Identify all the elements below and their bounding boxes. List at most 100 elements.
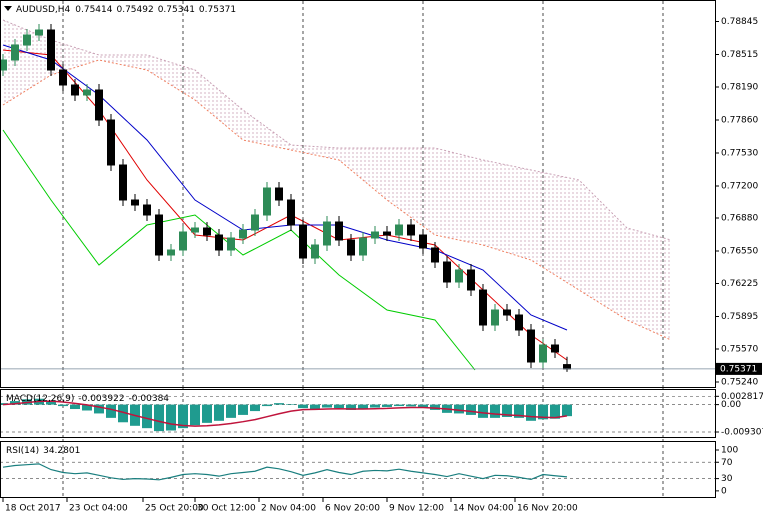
- y-tick-label: 0.76880: [721, 214, 758, 224]
- candle-body: [527, 329, 535, 363]
- x-tick-label: 2 Nov 04:00: [261, 504, 316, 514]
- x-tick-label: 16 Nov 20:00: [517, 504, 578, 514]
- macd-bar: [262, 404, 272, 407]
- y-tick-label: 0.75895: [721, 312, 758, 322]
- candle-body: [443, 261, 451, 283]
- candle-body: [251, 214, 259, 231]
- cloud-fill: [3, 20, 671, 340]
- rsi-line: [2, 463, 568, 481]
- candle-body: [167, 249, 175, 256]
- high-value: 0.75492: [116, 5, 153, 15]
- candle-body: [11, 44, 19, 61]
- macd-bar: [418, 404, 428, 408]
- macd-bar: [46, 401, 56, 405]
- macd-bar: [106, 404, 116, 418]
- y-tick-label: 0.78515: [721, 50, 758, 60]
- macd-bar: [298, 404, 308, 409]
- candle-body: [107, 119, 115, 166]
- candle-body: [311, 244, 319, 259]
- y-tick-label: 0.77530: [721, 149, 758, 159]
- x-tick-label: 25 Oct 20:00: [145, 504, 204, 514]
- macd-bar: [490, 404, 500, 418]
- macd-bar: [310, 404, 320, 410]
- candle-body: [227, 237, 235, 251]
- macd-bar: [526, 404, 536, 421]
- macd-bar: [538, 404, 548, 420]
- y-tick-label: 70: [721, 458, 733, 468]
- close-value: 0.75371: [199, 5, 236, 15]
- candle-body: [143, 204, 151, 216]
- candle-body: [299, 224, 307, 259]
- candle-body: [203, 227, 211, 236]
- candle-body: [455, 269, 463, 283]
- x-tick-label: 23 Oct 04:00: [69, 504, 128, 514]
- cloud-span: [2, 59, 672, 341]
- macd-value: -0.003922: [78, 394, 124, 404]
- candle-body: [395, 224, 403, 236]
- indicator-line: [2, 129, 476, 371]
- price-label-box: [716, 362, 762, 375]
- macd-bar: [82, 404, 92, 411]
- macd-bar: [142, 404, 152, 429]
- candle-body: [0, 59, 7, 71]
- signal-value: -0.00384: [129, 394, 170, 404]
- y-tick-label: 0.78190: [721, 83, 758, 93]
- rsi-panel-border: [0, 441, 716, 498]
- macd-bar: [514, 404, 524, 418]
- candle-body: [71, 84, 79, 96]
- macd-bar: [190, 404, 200, 426]
- candle-body: [479, 289, 487, 326]
- macd-bar: [202, 404, 212, 423]
- macd-bar: [430, 404, 440, 410]
- collapse-icon: [4, 6, 12, 11]
- candle-body: [155, 214, 163, 256]
- y-tick-label: 30: [721, 474, 733, 484]
- y-tick-label: 0.77200: [721, 182, 758, 192]
- candle-body: [263, 187, 271, 216]
- y-tick-label: 0.75240: [721, 378, 758, 388]
- macd-bar: [70, 404, 80, 410]
- candle-body: [95, 89, 103, 121]
- candle-body: [179, 231, 187, 251]
- x-tick-label: 6 Nov 20:00: [325, 504, 380, 514]
- candle-body: [287, 199, 295, 226]
- macd-bar: [466, 404, 476, 415]
- macd-bar: [394, 404, 404, 407]
- x-tick-label: 18 Oct 2017: [5, 504, 61, 514]
- candle-body: [467, 269, 475, 291]
- candle-body: [191, 227, 199, 233]
- macd-bar: [346, 404, 356, 410]
- macd-bar: [382, 404, 392, 407]
- x-tick-label: 9 Nov 12:00: [389, 504, 444, 514]
- low-value: 0.75341: [158, 5, 195, 15]
- macd-bar: [322, 404, 332, 408]
- candle-body: [359, 237, 367, 256]
- macd-panel-border: [0, 389, 716, 438]
- candle-body: [335, 221, 343, 241]
- macd-bar: [478, 404, 488, 418]
- x-tick-label: 14 Nov 04:00: [453, 504, 514, 514]
- candle-body: [347, 239, 355, 256]
- signal-line: [2, 400, 568, 427]
- candle-body: [407, 224, 415, 236]
- rsi-title: RSI(14) 34.2801: [6, 446, 80, 456]
- candle-body: [83, 89, 91, 96]
- y-tick-label: 0.75570: [721, 345, 758, 355]
- y-tick-label: -0.009307: [721, 428, 763, 438]
- candle-body: [215, 234, 223, 251]
- macd-bar: [154, 404, 164, 432]
- macd-title: MACD(12,26,9) -0.003922 -0.00384: [6, 394, 169, 404]
- candle-body: [323, 221, 331, 246]
- macd-bar: [274, 403, 284, 405]
- x-tick-label: 30 Oct 12:00: [197, 504, 256, 514]
- macd-bar: [10, 401, 20, 405]
- candle-body: [539, 344, 547, 363]
- macd-name: MACD(12,26,9): [6, 394, 74, 404]
- y-tick-label: 0: [721, 486, 727, 496]
- candle-body: [383, 231, 391, 236]
- macd-bar: [286, 404, 296, 405]
- candle-body: [515, 314, 523, 331]
